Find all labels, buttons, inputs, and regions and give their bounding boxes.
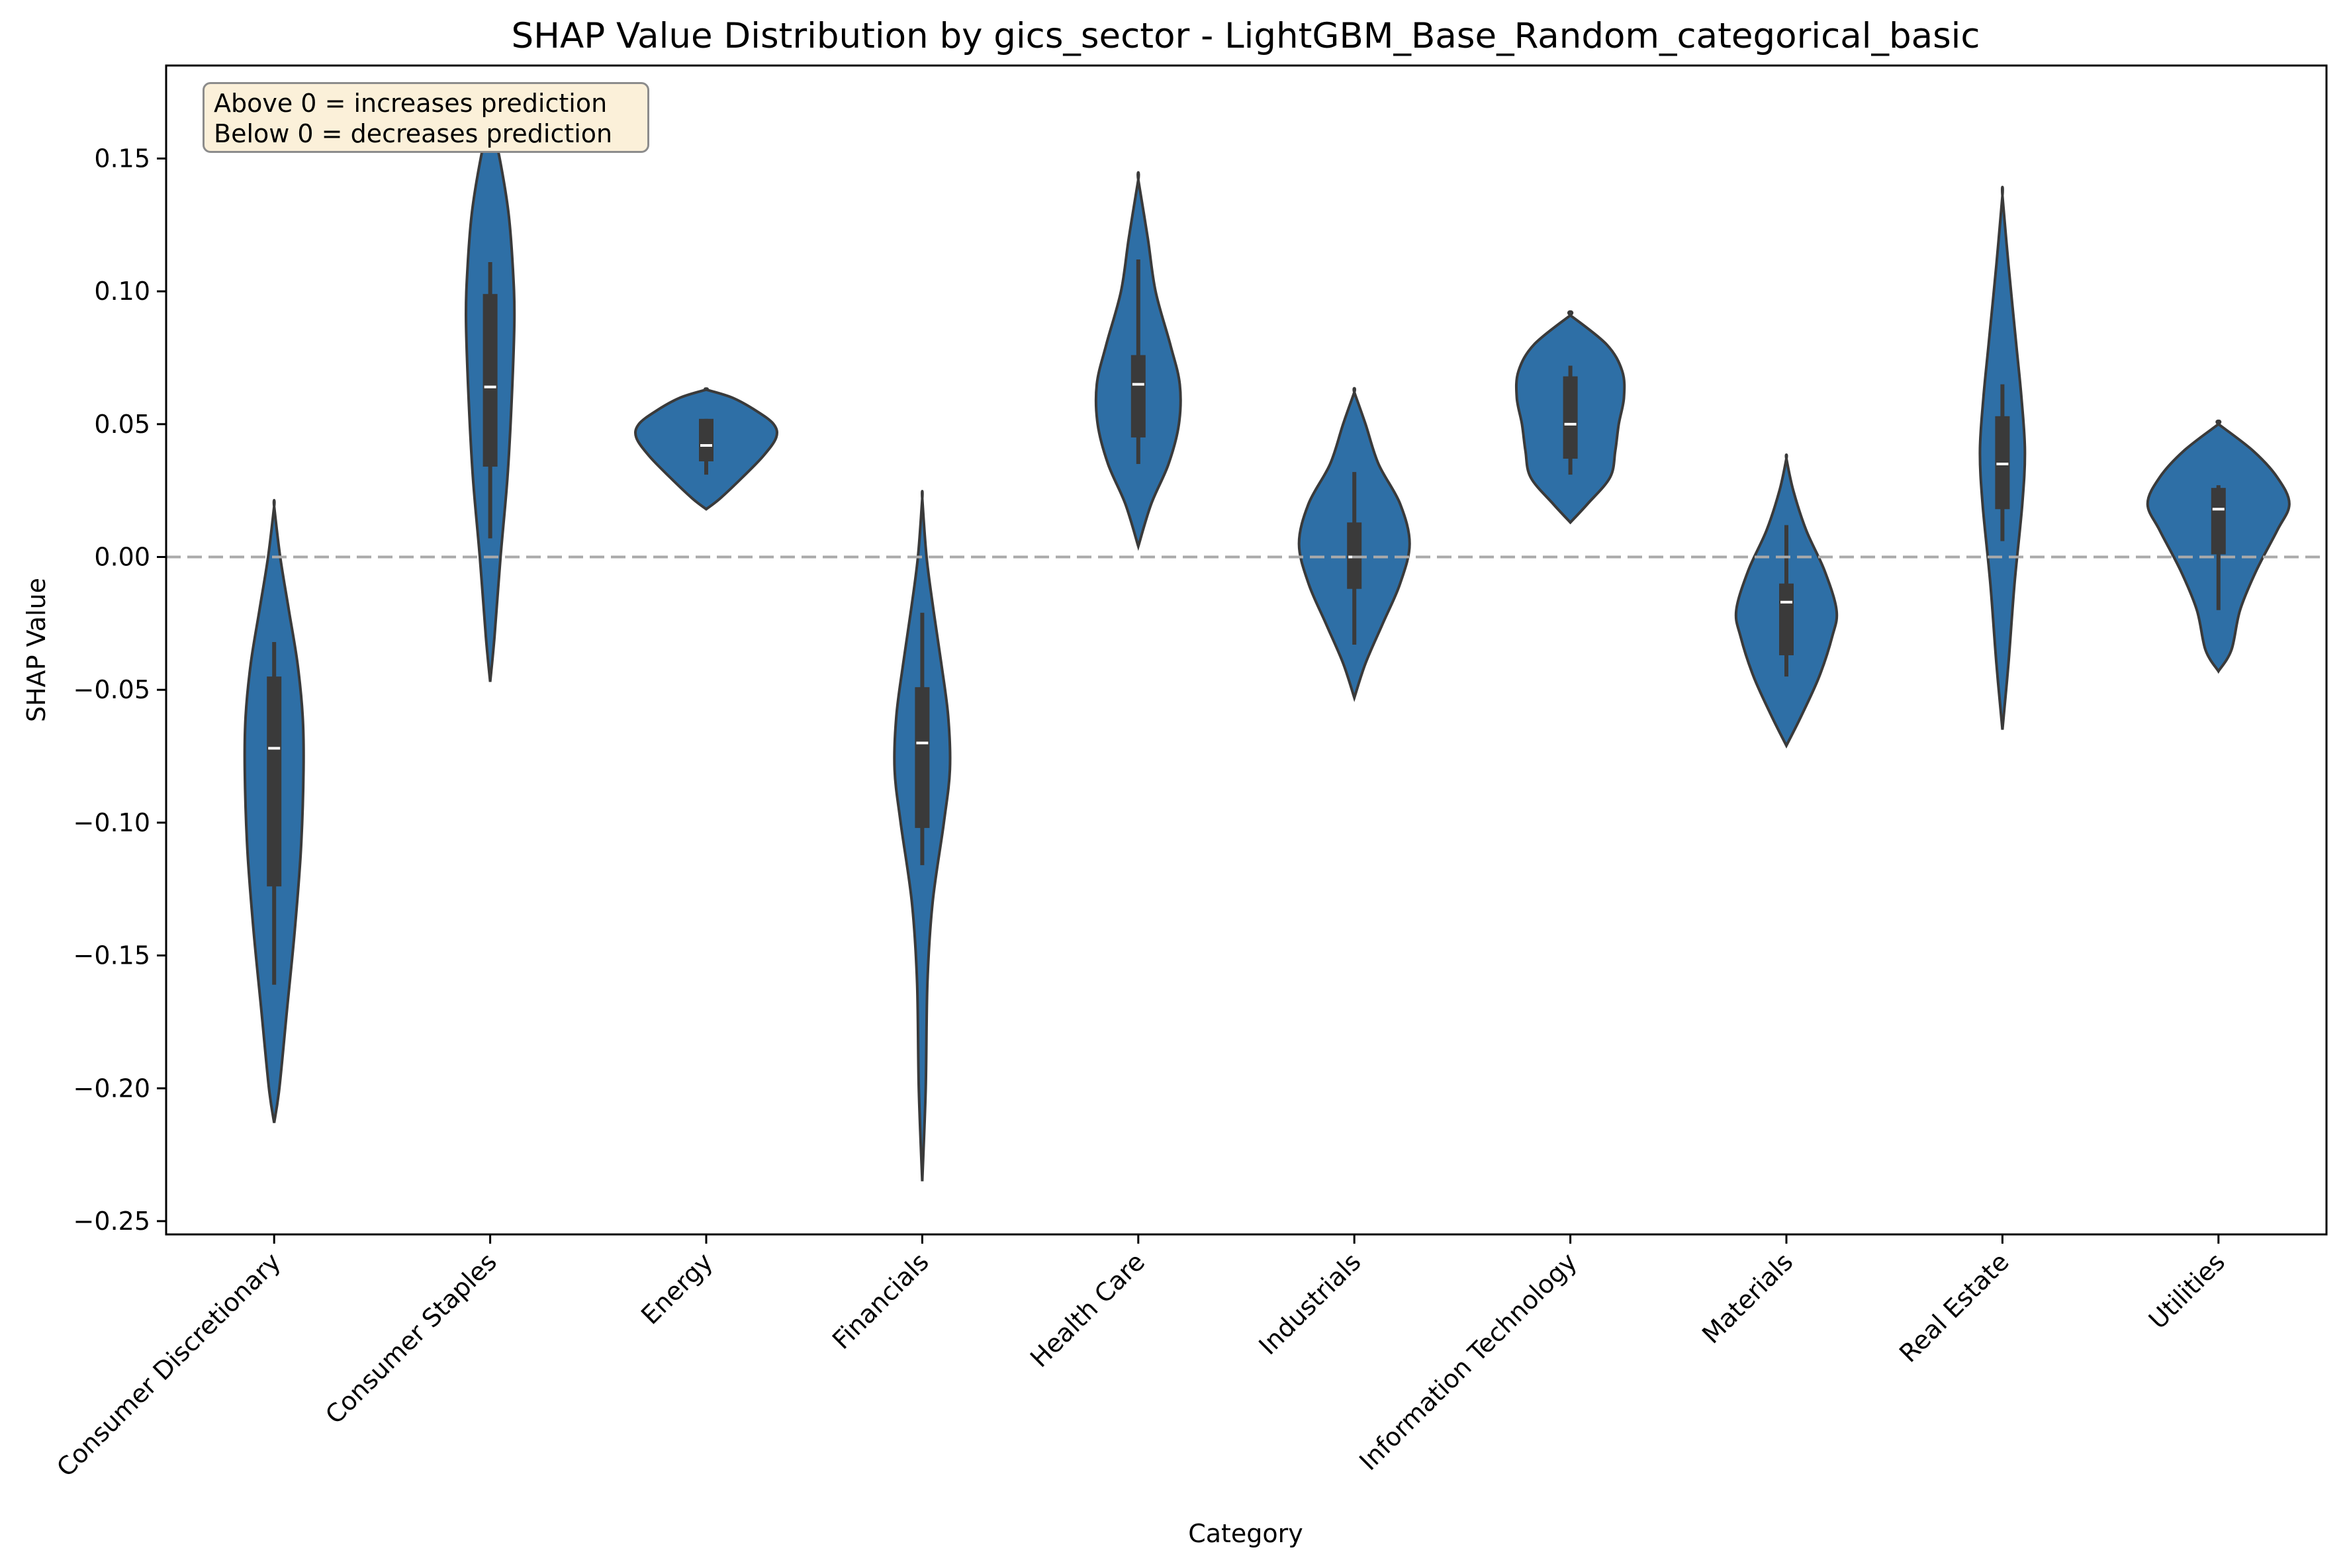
y-tick-label: −0.05 xyxy=(73,675,150,704)
y-tick-label: 0.05 xyxy=(94,410,150,439)
y-tick-label: 0.15 xyxy=(94,144,150,173)
violin-iqr-box xyxy=(915,687,930,828)
violin-iqr-box xyxy=(1130,355,1146,438)
violin-group xyxy=(2146,419,2291,674)
y-tick-label: 0.10 xyxy=(94,277,150,306)
y-tick-label: 0.00 xyxy=(94,543,150,572)
violin-group xyxy=(243,498,305,1123)
x-axis-label: Category xyxy=(1188,1519,1303,1548)
x-tick-label: Consumer Staples xyxy=(320,1247,502,1430)
chart-title: SHAP Value Distribution by gics_sector -… xyxy=(511,16,1980,56)
violin-iqr-box xyxy=(483,294,498,467)
violin-iqr-box xyxy=(1563,376,1578,459)
note-line-above: Above 0 = increases prediction xyxy=(214,89,608,118)
violin-group xyxy=(1094,171,1182,551)
note-line-below: Below 0 = decreases prediction xyxy=(214,119,613,148)
violin-iqr-box xyxy=(1779,583,1794,656)
violin-group xyxy=(1297,387,1411,702)
violin-group xyxy=(1514,310,1626,525)
violin-iqr-box xyxy=(699,418,713,462)
y-tick-label: −0.10 xyxy=(73,808,150,837)
x-tick-label: Industrials xyxy=(1253,1247,1366,1360)
violins-layer xyxy=(243,109,2291,1181)
y-axis-label: SHAP Value xyxy=(22,578,51,722)
violin-iqr-box xyxy=(1347,522,1362,589)
y-tick-label: −0.25 xyxy=(73,1207,150,1236)
violin-group xyxy=(893,490,952,1181)
x-tick-label: Utilities xyxy=(2143,1247,2231,1334)
y-tick-label: −0.15 xyxy=(73,941,150,970)
x-tick-label: Materials xyxy=(1696,1247,1798,1349)
violin-iqr-box xyxy=(2211,488,2226,555)
x-tick-label: Real Estate xyxy=(1894,1247,2015,1368)
x-tick-label: Information Technology xyxy=(1354,1247,1583,1476)
violin-iqr-box xyxy=(267,676,282,887)
x-tick-label: Financials xyxy=(827,1247,935,1355)
x-tick-label: Consumer Discretionary xyxy=(51,1247,286,1482)
violin-group xyxy=(465,109,516,682)
violin-group xyxy=(1978,185,2027,730)
x-axis: Consumer Discretionary Consumer Staples En… xyxy=(51,1234,2231,1483)
y-tick-label: −0.20 xyxy=(73,1074,150,1103)
violin-iqr-box xyxy=(1995,416,2010,510)
interpretation-note: Above 0 = increases prediction Below 0 =… xyxy=(203,82,649,153)
violin-group xyxy=(634,387,778,511)
y-axis: 0.15 0.10 0.05 0.00 −0.05 −0.10 −0.15 −0.20 −0.2… xyxy=(73,144,166,1236)
plot-area-frame xyxy=(165,64,2328,1236)
x-tick-label: Health Care xyxy=(1025,1247,1150,1373)
x-tick-label: Energy xyxy=(635,1247,718,1330)
violin-group xyxy=(1734,453,1839,749)
